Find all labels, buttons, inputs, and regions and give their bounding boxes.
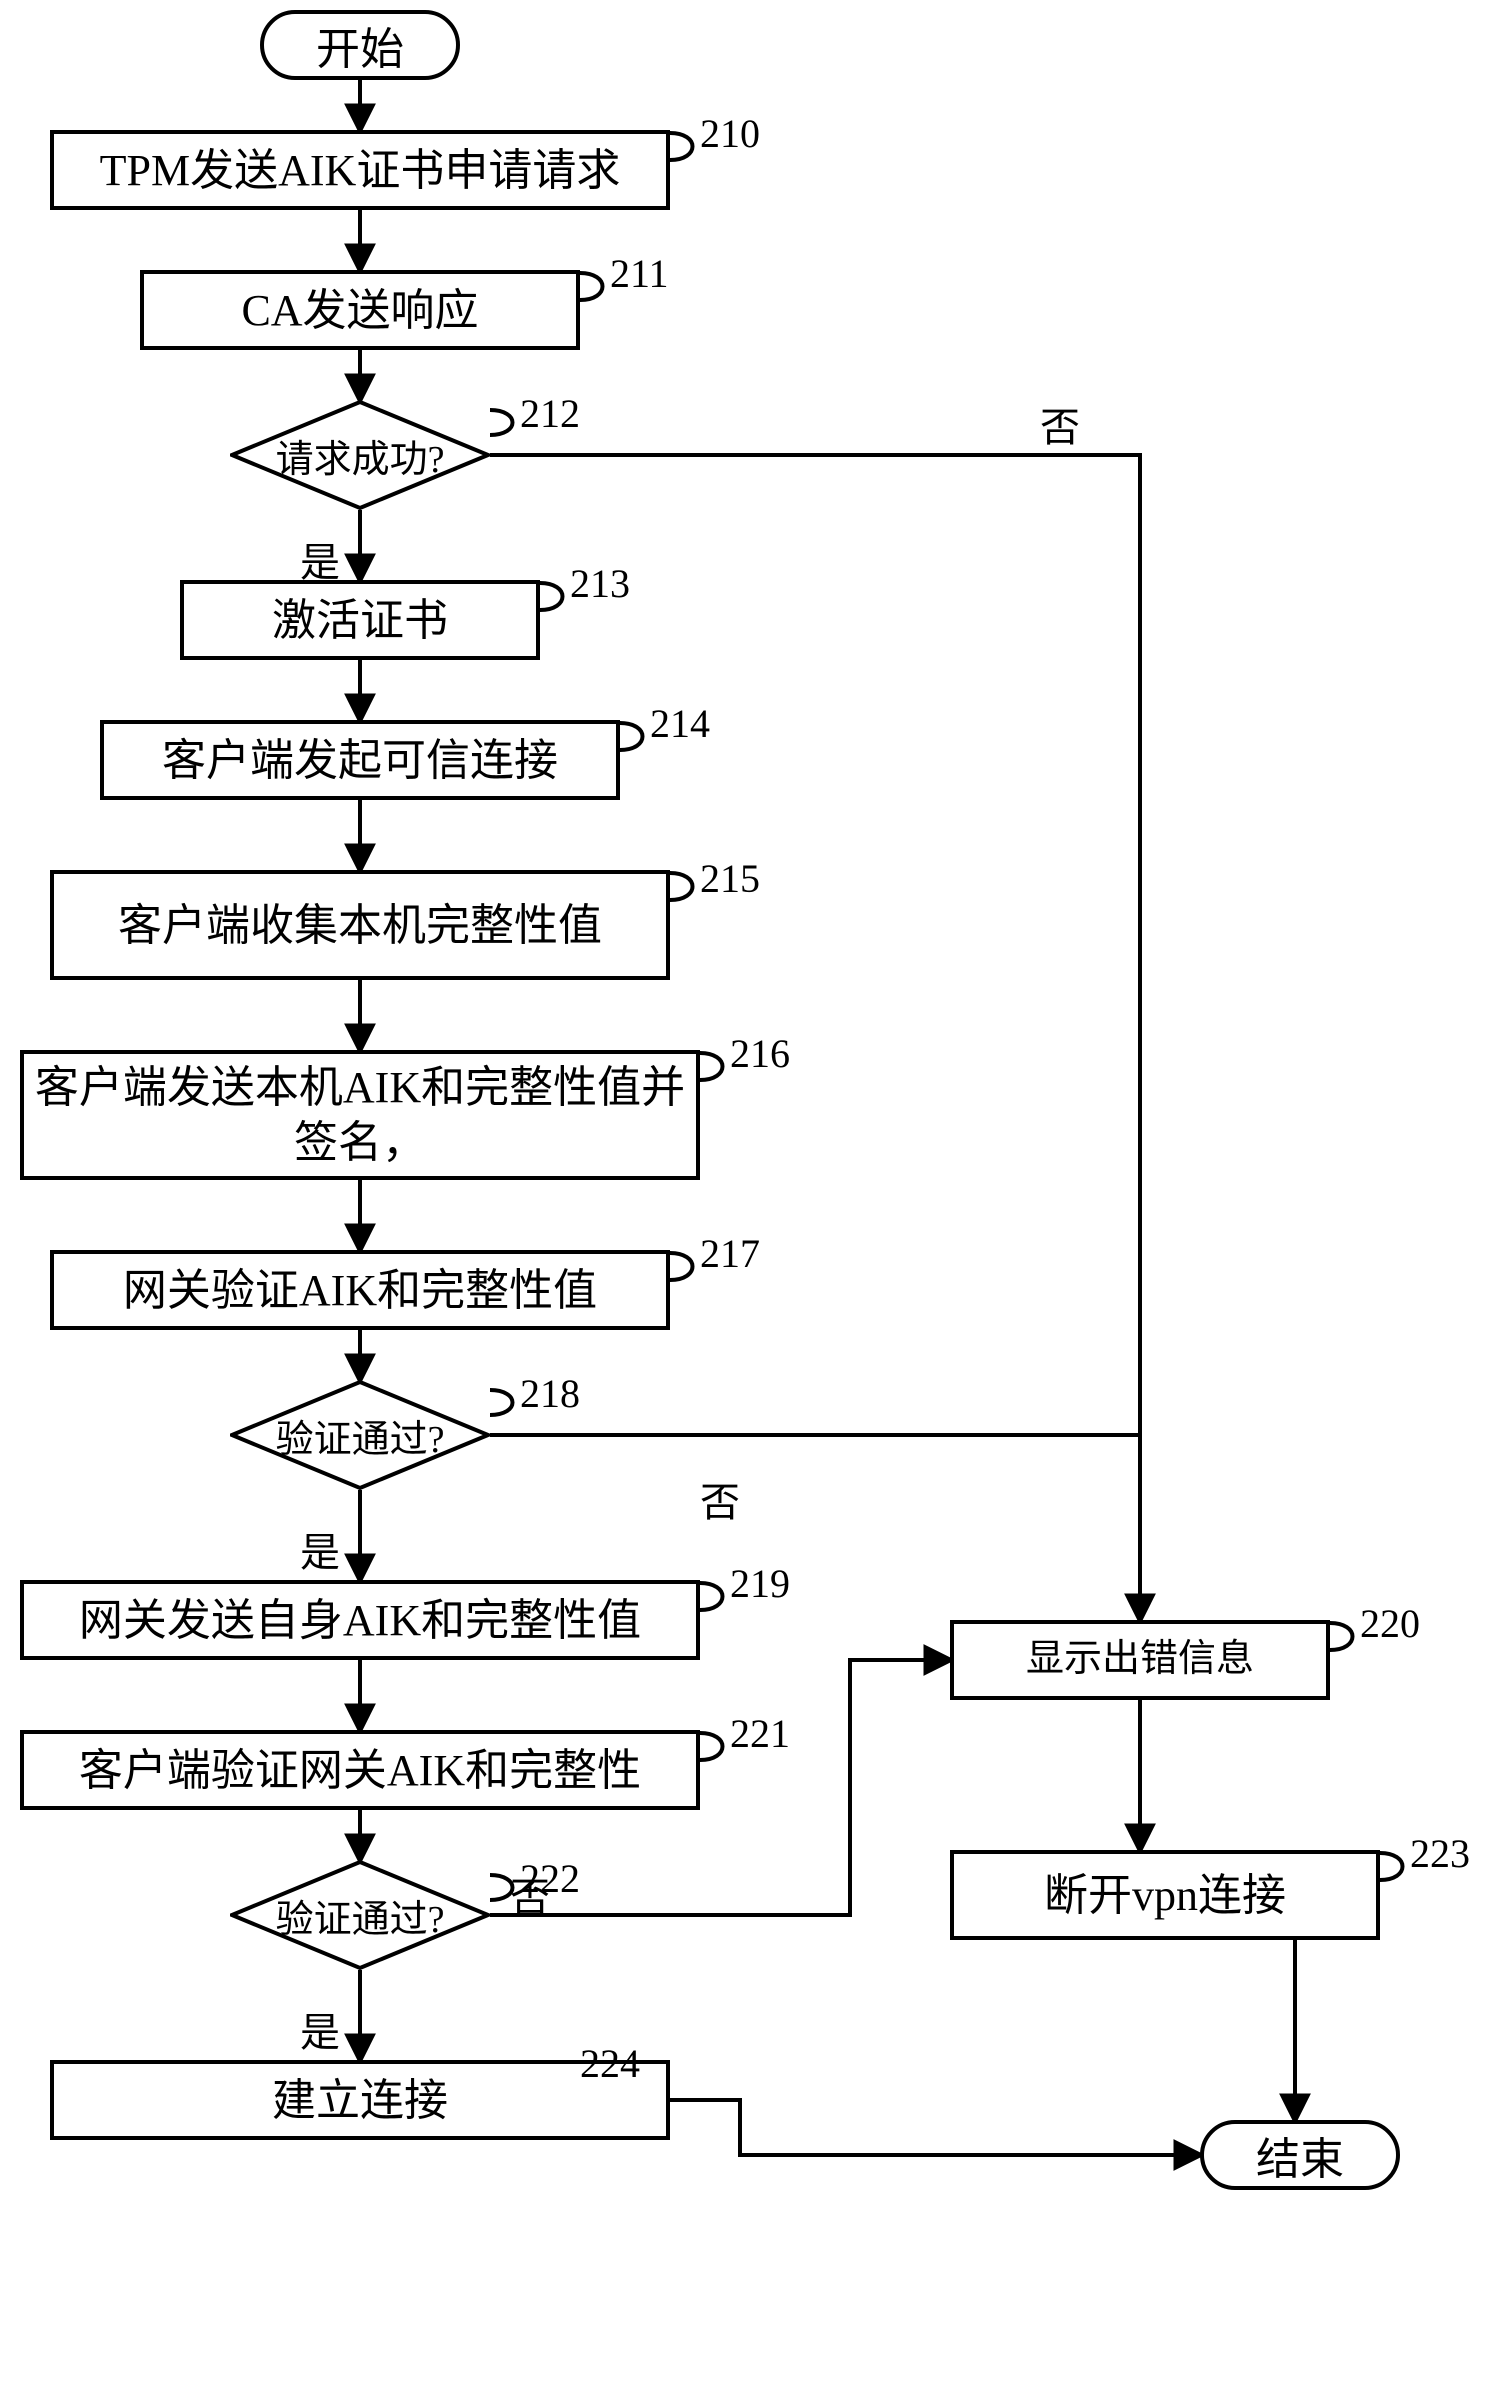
num-216: 216 bbox=[730, 1030, 790, 1077]
decision-212-text: 请求成功? bbox=[276, 428, 445, 483]
flowchart-canvas: 开始 结束 TPM发送AIK证书申请请求 CA发送响应 激活证书 客户端发起可信… bbox=[0, 0, 1504, 2405]
node-214-text: 客户端发起可信连接 bbox=[162, 733, 558, 788]
node-216: 客户端发送本机AIK和完整性值并签名， bbox=[20, 1050, 700, 1180]
decision-218-text: 验证通过? bbox=[276, 1408, 445, 1463]
end-label: 结束 bbox=[1256, 2123, 1344, 2187]
node-219: 网关发送自身AIK和完整性值 bbox=[20, 1580, 700, 1660]
num-224: 224 bbox=[580, 2040, 640, 2087]
node-216-text: 客户端发送本机AIK和完整性值并签名， bbox=[32, 1060, 688, 1170]
node-221: 客户端验证网关AIK和完整性 bbox=[20, 1730, 700, 1810]
label-no-222: 否 bbox=[510, 1865, 550, 1923]
node-224-text: 建立连接 bbox=[272, 2073, 448, 2128]
num-217: 217 bbox=[700, 1230, 760, 1277]
label-yes-218: 是 bbox=[300, 1520, 340, 1578]
node-217: 网关验证AIK和完整性值 bbox=[50, 1250, 670, 1330]
node-224: 建立连接 bbox=[50, 2060, 670, 2140]
num-223: 223 bbox=[1410, 1830, 1470, 1877]
num-215: 215 bbox=[700, 855, 760, 902]
num-214: 214 bbox=[650, 700, 710, 747]
num-211: 211 bbox=[610, 250, 669, 297]
node-219-text: 网关发送自身AIK和完整性值 bbox=[79, 1593, 641, 1648]
node-223-text: 断开vpn连接 bbox=[1044, 1868, 1286, 1923]
decision-222: 验证通过? bbox=[230, 1860, 490, 1970]
node-215-text: 客户端收集本机完整性值 bbox=[118, 898, 602, 953]
label-yes-212: 是 bbox=[300, 530, 340, 588]
decision-222-text: 验证通过? bbox=[276, 1888, 445, 1943]
connectors bbox=[0, 0, 1504, 2405]
label-no-212: 否 bbox=[1040, 395, 1080, 453]
node-220: 显示出错信息 bbox=[950, 1620, 1330, 1700]
end-terminator: 结束 bbox=[1200, 2120, 1400, 2190]
node-223: 断开vpn连接 bbox=[950, 1850, 1380, 1940]
num-210: 210 bbox=[700, 110, 760, 157]
start-terminator: 开始 bbox=[260, 10, 460, 80]
num-212: 212 bbox=[520, 390, 580, 437]
node-215: 客户端收集本机完整性值 bbox=[50, 870, 670, 980]
node-213: 激活证书 bbox=[180, 580, 540, 660]
node-217-text: 网关验证AIK和完整性值 bbox=[123, 1263, 597, 1318]
node-214: 客户端发起可信连接 bbox=[100, 720, 620, 800]
start-label: 开始 bbox=[316, 13, 404, 77]
num-218: 218 bbox=[520, 1370, 580, 1417]
node-211: CA发送响应 bbox=[140, 270, 580, 350]
node-211-text: CA发送响应 bbox=[241, 283, 478, 338]
num-219: 219 bbox=[730, 1560, 790, 1607]
node-213-text: 激活证书 bbox=[272, 593, 448, 648]
node-221-text: 客户端验证网关AIK和完整性 bbox=[79, 1743, 641, 1798]
num-220: 220 bbox=[1360, 1600, 1420, 1647]
node-220-text: 显示出错信息 bbox=[1026, 1636, 1254, 1684]
node-210: TPM发送AIK证书申请请求 bbox=[50, 130, 670, 210]
label-yes-222: 是 bbox=[300, 2000, 340, 2058]
num-213: 213 bbox=[570, 560, 630, 607]
num-221: 221 bbox=[730, 1710, 790, 1757]
label-no-218: 否 bbox=[700, 1470, 740, 1528]
node-210-text: TPM发送AIK证书申请请求 bbox=[100, 143, 621, 198]
decision-212: 请求成功? bbox=[230, 400, 490, 510]
decision-218: 验证通过? bbox=[230, 1380, 490, 1490]
